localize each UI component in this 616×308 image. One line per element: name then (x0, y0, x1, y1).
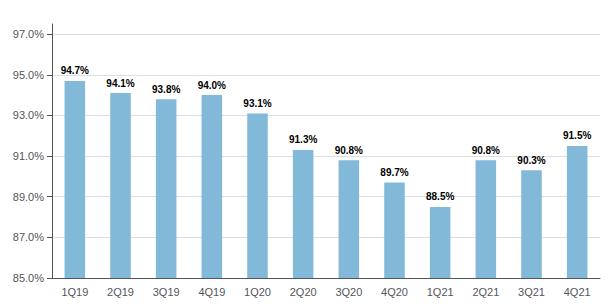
svg-text:4Q20: 4Q20 (381, 286, 408, 298)
svg-text:88.5%: 88.5% (426, 191, 454, 202)
svg-text:87.0%: 87.0% (13, 231, 44, 243)
svg-text:93.8%: 93.8% (152, 84, 180, 95)
svg-text:1Q19: 1Q19 (61, 286, 88, 298)
svg-text:2Q20: 2Q20 (290, 286, 317, 298)
svg-text:94.1%: 94.1% (106, 78, 134, 89)
svg-text:94.0%: 94.0% (198, 80, 226, 91)
svg-text:3Q19: 3Q19 (153, 286, 180, 298)
svg-text:94.7%: 94.7% (61, 65, 89, 76)
svg-text:90.3%: 90.3% (517, 155, 545, 166)
svg-text:89.0%: 89.0% (13, 191, 44, 203)
svg-text:95.0%: 95.0% (13, 69, 44, 81)
svg-text:91.0%: 91.0% (13, 150, 44, 162)
svg-text:91.3%: 91.3% (289, 134, 317, 145)
svg-text:3Q20: 3Q20 (335, 286, 362, 298)
svg-text:90.8%: 90.8% (335, 145, 363, 156)
svg-text:4Q19: 4Q19 (198, 286, 225, 298)
svg-text:2Q19: 2Q19 (107, 286, 134, 298)
svg-text:91.5%: 91.5% (563, 130, 591, 141)
svg-text:1Q21: 1Q21 (427, 286, 454, 298)
svg-text:1Q20: 1Q20 (244, 286, 271, 298)
svg-text:90.8%: 90.8% (472, 145, 500, 156)
svg-text:85.0%: 85.0% (13, 272, 44, 284)
svg-text:97.0%: 97.0% (13, 28, 44, 40)
svg-text:3Q21: 3Q21 (518, 286, 545, 298)
svg-text:2Q21: 2Q21 (472, 286, 499, 298)
svg-text:93.0%: 93.0% (13, 109, 44, 121)
svg-text:89.7%: 89.7% (380, 167, 408, 178)
svg-text:4Q21: 4Q21 (564, 286, 591, 298)
svg-text:93.1%: 93.1% (243, 98, 271, 109)
